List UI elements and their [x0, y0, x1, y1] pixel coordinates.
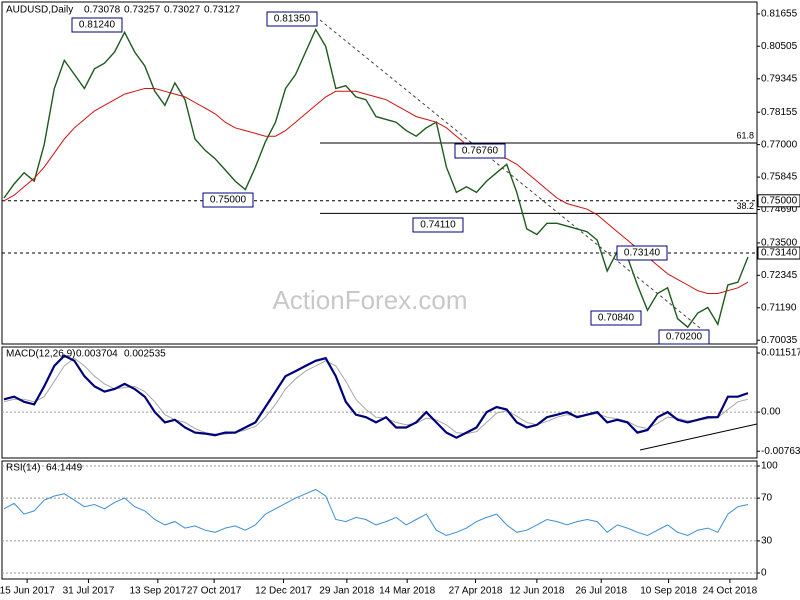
- x-tick-label: 15 Jun 2017: [0, 586, 55, 597]
- y-tick-label: 70: [761, 493, 773, 504]
- close-line: [3, 27, 749, 329]
- fib-label: 38.2: [736, 201, 754, 211]
- x-tick-label: 12 Jun 2018: [509, 586, 564, 597]
- annotation-box: [202, 192, 254, 208]
- y-tick-label: 0.77000: [761, 139, 798, 150]
- x-tick-label: 26 Jul 2018: [575, 586, 627, 597]
- y-tick-label: 0: [761, 568, 767, 579]
- y-tick-label: -0.007634: [761, 446, 800, 457]
- macd-line: [3, 354, 749, 439]
- annotation: 0.70200: [666, 332, 703, 343]
- annotation-box: [266, 11, 318, 27]
- macd-trend-line: [639, 423, 758, 451]
- rsi-line: [3, 488, 749, 537]
- x-tick-label: 31 Jul 2017: [63, 586, 115, 597]
- annotation: 0.76760: [462, 146, 499, 157]
- x-tick-label: 10 Sep 2018: [640, 586, 697, 597]
- level-box: [757, 194, 800, 208]
- annotation-box: [616, 245, 668, 261]
- panel-reading: 64.1449: [46, 463, 83, 474]
- annotation-box: [590, 310, 642, 326]
- panel-reading: 0.003704: [76, 349, 118, 360]
- y-tick-label: 0.75845: [761, 172, 798, 183]
- watermark: ActionForex.com: [272, 285, 467, 315]
- x-tick-label: 29 Jan 2018: [319, 586, 374, 597]
- annotation-box: [412, 217, 464, 233]
- x-tick-label: 12 Dec 2017: [255, 586, 312, 597]
- annotation-box: [658, 329, 710, 345]
- price-panel: [1, 1, 758, 345]
- y-tick-label: 100: [761, 461, 778, 472]
- y-tick-label: 30: [761, 536, 773, 547]
- rsi-panel: [1, 460, 758, 580]
- level-label: 0.73140: [761, 248, 798, 259]
- y-tick-label: 0.72345: [761, 270, 798, 281]
- x-tick-label: 27 Apr 2018: [449, 586, 503, 597]
- panel-title: MACD(12,26,9): [6, 349, 75, 360]
- annotation: 0.81240: [79, 20, 116, 31]
- annotation: 0.74110: [420, 220, 456, 231]
- panel-reading: 0.002535: [124, 349, 166, 360]
- trend-line: [319, 19, 706, 333]
- annotation: 0.81350: [274, 14, 311, 25]
- macd-panel: [1, 346, 758, 459]
- annotation: 0.75000: [210, 195, 247, 206]
- y-tick-label: 0.74690: [761, 204, 798, 215]
- ma-line: [3, 88, 749, 294]
- ohlc-value: 0.73257: [124, 5, 161, 16]
- x-tick-label: 24 Oct 2018: [703, 586, 758, 597]
- annotation-box: [454, 143, 506, 159]
- y-tick-label: 0.78155: [761, 107, 798, 118]
- ohlc-value: 0.73027: [164, 5, 201, 16]
- y-tick-label: 0.011517: [761, 348, 800, 359]
- level-box: [757, 246, 800, 260]
- chart-title: AUDUSD,Daily: [6, 5, 73, 16]
- y-tick-label: 0.00: [761, 407, 781, 418]
- level-label: 0.75000: [761, 195, 798, 206]
- y-tick-label: 0.70035: [761, 335, 798, 346]
- y-tick-label: 0.80505: [761, 41, 798, 52]
- x-tick-label: 14 Mar 2018: [379, 586, 436, 597]
- annotation-box: [71, 17, 123, 33]
- ohlc-value: 0.73078: [84, 5, 121, 16]
- y-tick-label: 0.73500: [761, 238, 798, 249]
- x-tick-label: 13 Sep 2017: [129, 586, 186, 597]
- annotation: 0.73140: [624, 248, 661, 259]
- fib-label: 61.8: [736, 130, 754, 140]
- ohlc-value: 0.73127: [204, 5, 241, 16]
- panel-title: RSI(14): [6, 463, 40, 474]
- x-tick-label: 27 Oct 2017: [187, 586, 242, 597]
- y-tick-label: 0.79345: [761, 73, 798, 84]
- annotation: 0.70840: [598, 313, 635, 324]
- y-tick-label: 0.71190: [761, 302, 797, 313]
- y-tick-label: 0.81655: [761, 9, 798, 20]
